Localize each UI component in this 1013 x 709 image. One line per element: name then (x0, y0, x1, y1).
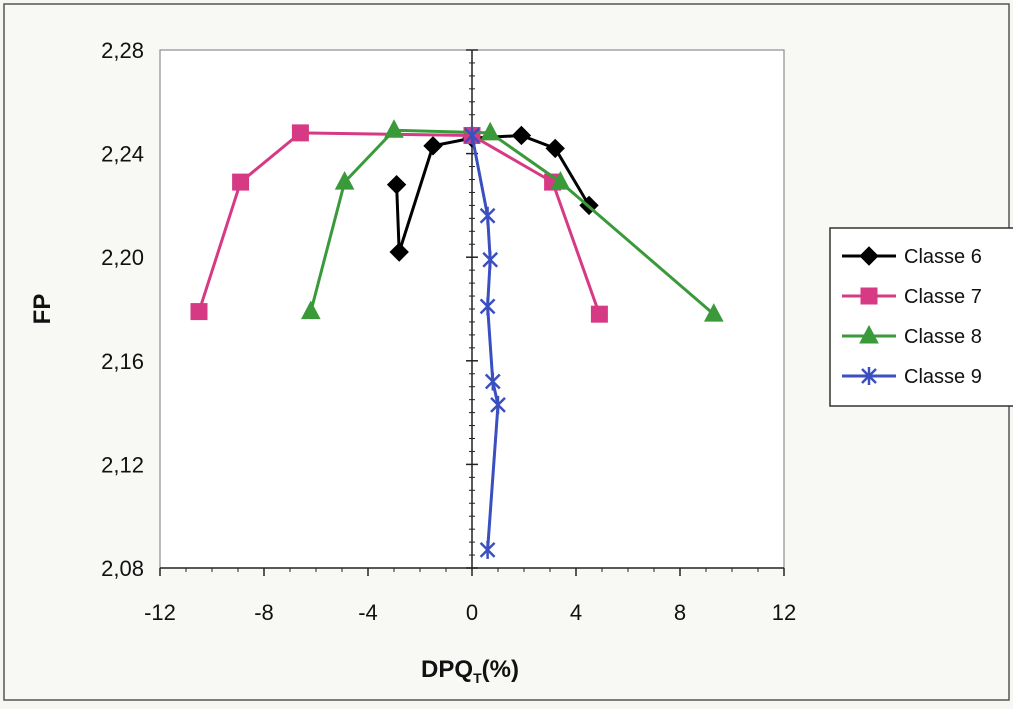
y-tick-label: 2,20 (101, 245, 144, 270)
legend-label: Classe 9 (904, 366, 982, 388)
series-classe-8 (300, 119, 724, 322)
data-point (384, 119, 404, 138)
y-tick-label: 2,24 (101, 142, 144, 167)
data-point (464, 126, 480, 145)
data-point (386, 174, 407, 195)
x-tick-label: -12 (144, 600, 176, 625)
data-point (190, 303, 208, 321)
data-point (511, 125, 532, 146)
data-point (389, 242, 409, 262)
data-point (423, 136, 443, 156)
legend-marker (859, 324, 879, 344)
y-tick-label: 2,16 (101, 349, 144, 374)
data-point (334, 171, 355, 190)
data-point (480, 121, 501, 141)
data-point (300, 300, 321, 320)
legend-label: Classe 6 (904, 246, 982, 268)
data-point (479, 540, 496, 559)
legend-marker (861, 367, 877, 385)
data-point (550, 171, 571, 190)
legend-label: Classe 8 (904, 326, 982, 348)
x-tick-label: 4 (570, 600, 582, 625)
legend-item: Classe 9 (842, 366, 982, 388)
y-tick-label: 2,08 (101, 556, 144, 581)
data-point (703, 303, 724, 322)
x-tick-label: -8 (254, 600, 274, 625)
data-point (590, 305, 608, 323)
data-point (479, 206, 496, 225)
legend-label: Classe 7 (904, 286, 982, 308)
x-tick-label: 0 (466, 600, 478, 625)
series-line (309, 128, 715, 316)
series-layer (190, 119, 724, 559)
y-axis-title: FP (29, 294, 56, 325)
data-point (482, 250, 499, 269)
axes-layer: -12 -8 -4 0 4 8 12 2,08 2,12 2,16 2,20 2,24 2,28 (101, 38, 796, 625)
data-point (484, 372, 501, 391)
x-tick-label: 8 (674, 600, 686, 625)
y-tick-label: 2,12 (101, 452, 144, 477)
x-axis-title: DPQT(%) (421, 656, 519, 686)
data-point (232, 173, 250, 191)
data-point (490, 395, 506, 414)
data-point (291, 124, 309, 142)
legend-item: Classe 8 (842, 324, 982, 348)
legend-item: Classe 6 (842, 246, 982, 268)
legend-marker (860, 287, 878, 305)
data-point (545, 138, 565, 159)
y-tick-label: 2,28 (101, 38, 144, 63)
legend-item: Classe 7 (842, 286, 982, 308)
series-classe-9 (464, 126, 506, 559)
x-tick-label: 12 (772, 600, 796, 625)
data-point (479, 297, 496, 316)
legend: Classe 6 Classe 7 Classe 8 Classe 9 (829, 227, 1013, 407)
legend-marker (859, 246, 879, 266)
x-tick-label: -4 (358, 600, 378, 625)
